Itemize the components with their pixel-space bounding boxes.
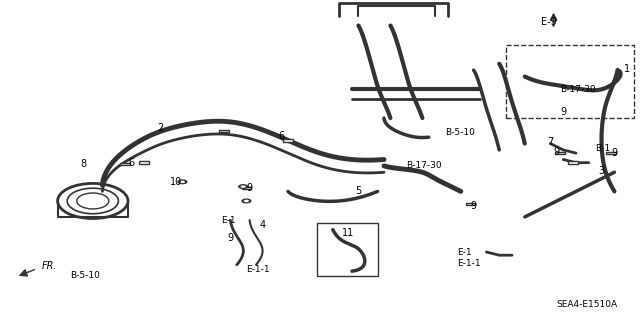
Text: 9: 9 xyxy=(554,146,560,157)
Text: 9: 9 xyxy=(611,148,618,158)
Text: 5: 5 xyxy=(355,186,362,197)
Text: 4: 4 xyxy=(259,220,266,230)
Text: 9: 9 xyxy=(560,107,566,117)
Text: 6: 6 xyxy=(128,158,134,168)
Text: 11: 11 xyxy=(342,228,355,238)
Bar xyxy=(466,203,476,205)
Circle shape xyxy=(238,184,248,189)
Bar xyxy=(120,163,130,166)
Text: 7: 7 xyxy=(547,137,554,147)
Circle shape xyxy=(241,198,252,204)
Circle shape xyxy=(180,181,185,183)
Text: 2: 2 xyxy=(157,122,163,133)
Bar xyxy=(242,187,251,189)
Circle shape xyxy=(244,200,249,202)
Bar xyxy=(556,152,565,154)
Bar xyxy=(568,161,578,164)
Circle shape xyxy=(177,179,188,184)
Text: B-17-30: B-17-30 xyxy=(560,85,596,94)
Text: 1: 1 xyxy=(624,63,630,74)
Bar xyxy=(140,161,148,164)
Text: 3: 3 xyxy=(598,166,605,176)
Text: 9: 9 xyxy=(470,201,477,211)
Text: E-1-1: E-1-1 xyxy=(458,259,481,268)
Text: E-1-1: E-1-1 xyxy=(246,265,270,274)
Text: SEA4-E1510A: SEA4-E1510A xyxy=(557,300,618,309)
Text: FR.: FR. xyxy=(42,261,57,271)
Bar xyxy=(506,45,634,118)
Text: B-17-30: B-17-30 xyxy=(406,161,442,170)
Text: B-5-10: B-5-10 xyxy=(445,128,475,137)
Circle shape xyxy=(241,185,246,188)
Bar xyxy=(219,130,229,132)
Text: E-9: E-9 xyxy=(541,17,557,27)
Text: 6: 6 xyxy=(278,130,285,141)
Text: E-1: E-1 xyxy=(458,248,472,256)
Bar xyxy=(607,152,616,154)
Text: 8: 8 xyxy=(80,159,86,169)
Bar xyxy=(317,223,378,276)
Text: B-5-10: B-5-10 xyxy=(70,271,100,280)
Text: 9: 9 xyxy=(227,233,234,243)
Bar xyxy=(283,139,293,142)
Text: B-1: B-1 xyxy=(595,144,611,153)
Text: E-1: E-1 xyxy=(221,216,236,225)
Text: 10: 10 xyxy=(170,177,182,187)
Text: 9: 9 xyxy=(246,183,253,193)
